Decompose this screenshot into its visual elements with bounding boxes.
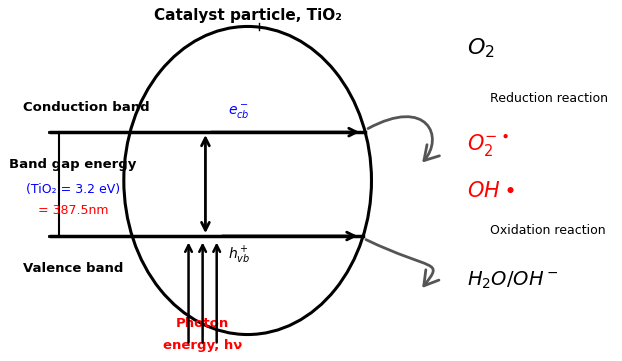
Text: (TiO₂ = 3.2 eV): (TiO₂ = 3.2 eV) [26, 183, 120, 196]
FancyArrowPatch shape [368, 117, 439, 161]
Text: $e^-_{cb}$: $e^-_{cb}$ [228, 104, 249, 121]
Text: Reduction reaction: Reduction reaction [490, 92, 608, 105]
Text: Catalyst particle, TiO₂: Catalyst particle, TiO₂ [154, 8, 341, 23]
Text: $O_2^{-\bullet}$: $O_2^{-\bullet}$ [467, 132, 509, 158]
Text: Band gap energy: Band gap energy [9, 158, 137, 171]
Text: Conduction band: Conduction band [22, 101, 149, 114]
Text: = 387.5nm: = 387.5nm [38, 204, 108, 217]
Text: $h^+_{vb}$: $h^+_{vb}$ [228, 245, 250, 266]
Text: Oxidation reaction: Oxidation reaction [490, 224, 605, 237]
Text: Valence band: Valence band [22, 262, 123, 275]
Text: energy, hν: energy, hν [163, 339, 242, 352]
Text: $O_2$: $O_2$ [467, 36, 495, 60]
Text: Photon: Photon [176, 317, 230, 330]
FancyArrowPatch shape [366, 240, 439, 286]
Text: $OH\bullet$: $OH\bullet$ [467, 181, 515, 201]
Text: $H_2O/OH^-$: $H_2O/OH^-$ [467, 270, 559, 291]
